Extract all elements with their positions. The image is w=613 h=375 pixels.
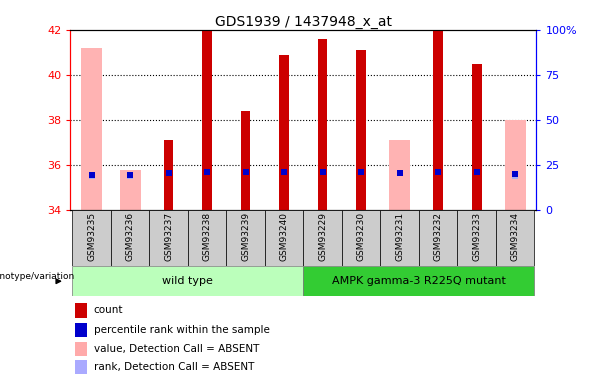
Text: percentile rank within the sample: percentile rank within the sample: [94, 325, 270, 335]
Bar: [265, 210, 303, 266]
Text: GSM93233: GSM93233: [472, 212, 481, 261]
Text: rank, Detection Call = ABSENT: rank, Detection Call = ABSENT: [94, 362, 254, 372]
Bar: [226, 210, 265, 266]
Text: GSM93240: GSM93240: [280, 212, 289, 261]
Bar: [356, 50, 366, 210]
Bar: [241, 111, 251, 210]
Bar: [457, 210, 496, 266]
Bar: [72, 266, 303, 296]
Bar: [472, 64, 481, 210]
Text: count: count: [94, 305, 123, 315]
Bar: [202, 30, 212, 210]
Text: GSM93238: GSM93238: [203, 212, 211, 261]
Bar: [381, 210, 419, 266]
Bar: [280, 55, 289, 210]
Bar: [81, 48, 102, 210]
Text: GSM93230: GSM93230: [357, 212, 366, 261]
Bar: [75, 342, 87, 356]
Text: GSM93232: GSM93232: [433, 212, 443, 261]
Text: value, Detection Call = ABSENT: value, Detection Call = ABSENT: [94, 344, 259, 354]
Bar: [72, 210, 111, 266]
Text: GSM93231: GSM93231: [395, 212, 404, 261]
Text: GSM93234: GSM93234: [511, 212, 520, 261]
Bar: [433, 30, 443, 210]
Bar: [188, 210, 226, 266]
Text: wild type: wild type: [162, 276, 213, 286]
Bar: [389, 140, 410, 210]
Bar: [419, 210, 457, 266]
Text: GSM93236: GSM93236: [126, 212, 135, 261]
Title: GDS1939 / 1437948_x_at: GDS1939 / 1437948_x_at: [215, 15, 392, 29]
Bar: [496, 210, 535, 266]
Bar: [75, 323, 87, 337]
Text: AMPK gamma-3 R225Q mutant: AMPK gamma-3 R225Q mutant: [332, 276, 506, 286]
Bar: [111, 210, 150, 266]
Text: GSM93229: GSM93229: [318, 212, 327, 261]
Bar: [75, 360, 87, 374]
Bar: [303, 266, 535, 296]
Text: GSM93237: GSM93237: [164, 212, 173, 261]
Bar: [75, 303, 87, 318]
Bar: [164, 140, 173, 210]
Text: genotype/variation: genotype/variation: [0, 272, 75, 281]
Bar: [504, 120, 526, 210]
Bar: [342, 210, 381, 266]
Text: GSM93235: GSM93235: [87, 212, 96, 261]
Bar: [150, 210, 188, 266]
Text: GSM93239: GSM93239: [241, 212, 250, 261]
Bar: [120, 170, 141, 210]
Bar: [303, 210, 342, 266]
Bar: [318, 39, 327, 210]
